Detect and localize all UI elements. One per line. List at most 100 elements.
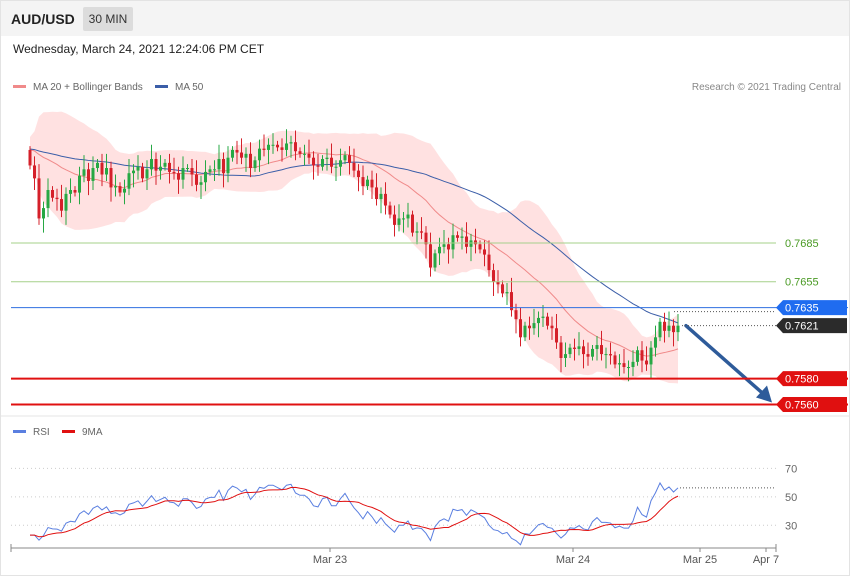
candle-body — [258, 148, 261, 161]
candle — [321, 155, 324, 171]
candle — [447, 237, 450, 264]
resistance-1-label: 0.7655 — [785, 277, 819, 289]
candle-body — [123, 188, 126, 193]
candle — [402, 211, 405, 233]
candle-body — [676, 325, 680, 333]
candle-body — [573, 347, 576, 349]
candle-body — [285, 143, 288, 150]
candle-body — [546, 316, 549, 326]
candle — [537, 311, 540, 338]
candle — [645, 346, 648, 371]
candle-body — [591, 348, 594, 357]
rsi-tick-70: 70 — [785, 463, 797, 475]
candle — [33, 156, 36, 190]
candle-body — [244, 153, 248, 158]
rsi-tick-50: 50 — [785, 492, 797, 504]
candle — [420, 217, 423, 240]
candle — [528, 316, 531, 340]
candle — [127, 158, 131, 196]
rsi-ma-legend-swatch — [62, 430, 75, 433]
candle — [600, 330, 603, 361]
candle — [591, 345, 594, 361]
candle-body — [600, 345, 603, 355]
candle-body — [42, 208, 45, 219]
candle-body — [33, 165, 36, 179]
candle — [82, 155, 86, 183]
candle — [636, 346, 639, 366]
candle — [573, 338, 576, 361]
candle — [406, 202, 410, 228]
candle-body — [442, 244, 446, 247]
candle — [658, 317, 662, 342]
candle-body — [357, 170, 360, 178]
candle-body — [159, 166, 162, 171]
candle-body — [352, 162, 356, 171]
candle — [640, 341, 644, 373]
candle-body — [523, 325, 527, 338]
candle-body — [465, 236, 468, 247]
candle — [213, 160, 216, 181]
candle — [271, 133, 275, 154]
candle — [676, 314, 680, 342]
forecast-arrow-line — [684, 323, 766, 397]
candle-body — [78, 175, 81, 193]
timeframe-button[interactable]: 30 MIN — [83, 7, 133, 31]
candle — [154, 152, 158, 185]
candle — [411, 210, 414, 237]
candle — [460, 227, 464, 250]
candle — [361, 165, 365, 196]
candle-body — [501, 284, 504, 294]
candle-body — [213, 169, 216, 171]
candle — [465, 222, 468, 254]
candle-body — [618, 363, 621, 365]
candle-body — [384, 193, 387, 206]
candle — [595, 336, 599, 361]
rsi-line — [30, 481, 679, 546]
candle-body — [604, 354, 608, 356]
candle-body — [550, 325, 554, 329]
candle-body — [622, 363, 626, 368]
candle — [348, 146, 351, 175]
candle-body — [595, 345, 599, 349]
candle-body — [640, 350, 644, 361]
rsi-layer: 30 50 70 — [11, 463, 797, 546]
candle-body — [564, 354, 567, 358]
candle — [370, 170, 374, 200]
candle — [487, 240, 491, 277]
time-tick-label: Mar 24 — [556, 554, 590, 566]
candle — [505, 283, 509, 305]
candle — [501, 280, 504, 298]
candle-body — [231, 149, 234, 158]
candle — [42, 201, 45, 233]
support-1-label: 0.7580 — [785, 374, 819, 386]
candle-body — [109, 168, 113, 188]
candle — [672, 319, 675, 347]
candle-body — [186, 168, 189, 170]
candle — [519, 307, 522, 347]
candle-body — [190, 168, 194, 175]
candle — [541, 305, 545, 327]
candle — [312, 151, 315, 180]
candle-body — [307, 153, 311, 158]
candle — [51, 186, 54, 202]
candle-body — [145, 169, 149, 179]
candle — [190, 158, 194, 187]
candle-body — [73, 190, 77, 193]
rsi-legend-label: RSI — [33, 427, 50, 438]
candle-body — [631, 361, 635, 368]
candle-body — [87, 169, 90, 181]
candle-body — [60, 199, 63, 211]
candle — [217, 144, 221, 176]
candle — [159, 155, 162, 180]
candle-body — [132, 170, 135, 174]
candle-body — [496, 281, 500, 285]
candle — [384, 182, 387, 215]
candle — [249, 142, 252, 178]
candle — [550, 316, 554, 340]
candle-body — [217, 158, 221, 170]
candle — [258, 139, 261, 172]
rsi-ma-legend-label: 9MA — [82, 427, 103, 438]
candle-body — [235, 149, 239, 153]
candle-body — [568, 347, 572, 355]
